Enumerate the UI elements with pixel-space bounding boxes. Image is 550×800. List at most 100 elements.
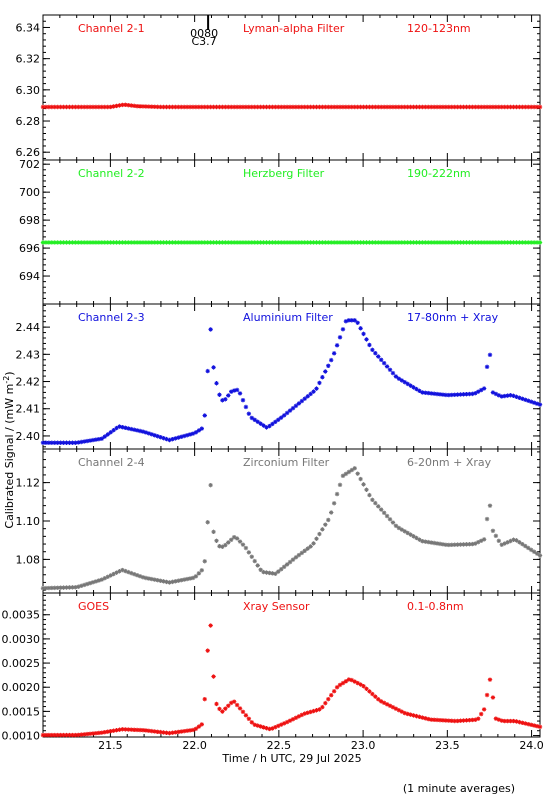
data-point (390, 520, 396, 525)
data-point (496, 717, 502, 722)
data-point (93, 579, 99, 584)
data-point (70, 240, 75, 245)
data-point (202, 696, 207, 702)
y-tick-label: 0.0035 (2, 609, 41, 622)
data-point (211, 365, 216, 370)
data-point (317, 380, 322, 386)
data-series (40, 318, 543, 445)
data-point (290, 557, 296, 562)
data-point (461, 718, 466, 723)
data-point (331, 351, 337, 356)
data-point (390, 240, 396, 245)
data-point (73, 732, 78, 738)
data-point (199, 568, 205, 573)
data-point (273, 724, 278, 730)
data-point (284, 719, 290, 725)
y-tick-label: 6.30 (16, 84, 41, 97)
y-axis-title-text: Calibrated Signal / (mW m (3, 384, 16, 529)
data-point (240, 397, 246, 403)
data-point (164, 104, 169, 110)
data-point (293, 240, 299, 245)
data-point (446, 718, 452, 723)
data-point (367, 104, 372, 110)
data-point (493, 716, 499, 721)
data-point (108, 729, 113, 734)
data-point (287, 559, 293, 565)
data-point (202, 559, 207, 564)
data-point (249, 104, 254, 110)
data-point (46, 440, 52, 445)
panel-channel-2-4: 1.08 1.10 1.12 Channel 2-4 Zirconium Filter 6… (16, 448, 543, 594)
data-point (229, 700, 234, 706)
data-point (455, 240, 460, 245)
data-point (120, 424, 125, 430)
data-point (140, 240, 146, 245)
data-point (181, 728, 187, 734)
data-point (252, 558, 257, 564)
y-tick-label: 2.44 (16, 321, 41, 334)
data-point (364, 686, 369, 691)
data-point (478, 538, 484, 543)
data-point (352, 679, 357, 684)
data-point (243, 240, 249, 245)
data-point (214, 104, 219, 110)
data-point (426, 104, 431, 110)
data-point (102, 240, 107, 245)
data-point (73, 240, 78, 245)
data-point (217, 706, 222, 712)
panel-label: 120-123nm (407, 22, 471, 35)
data-point (196, 240, 202, 245)
data-point (190, 727, 196, 733)
data-point (526, 545, 531, 551)
data-point (217, 240, 222, 245)
data-point (249, 240, 254, 245)
data-point (105, 104, 110, 110)
data-point (61, 585, 66, 590)
data-point (205, 104, 210, 110)
data-point (67, 104, 72, 110)
data-point (384, 702, 390, 707)
data-point (364, 104, 369, 110)
data-point (481, 104, 487, 110)
data-point (464, 104, 469, 110)
data-point (102, 576, 107, 581)
y-tick-label: 698 (19, 214, 40, 227)
data-point (343, 104, 349, 110)
data-point (261, 240, 266, 245)
data-point (470, 104, 475, 110)
data-point (111, 571, 116, 577)
data-point (381, 104, 387, 110)
y-tick-label: 0.0030 (2, 633, 41, 646)
data-point (143, 575, 149, 581)
x-tick-label: 22.5 (267, 739, 292, 752)
data-point (202, 240, 207, 245)
data-point (281, 721, 287, 726)
y-tick-label: 1.12 (16, 477, 41, 490)
data-point (252, 104, 257, 110)
data-point (434, 717, 440, 723)
data-point (402, 240, 407, 245)
data-point (481, 240, 487, 245)
data-point (84, 438, 90, 444)
data-point (131, 571, 137, 577)
data-point (308, 240, 313, 245)
data-point (443, 240, 449, 245)
data-point (329, 240, 334, 245)
data-point (137, 727, 143, 733)
data-point (526, 721, 531, 727)
data-point (70, 732, 75, 738)
data-point (402, 104, 407, 110)
data-point (352, 466, 357, 471)
data-point (490, 240, 496, 245)
data-point (126, 240, 131, 245)
data-point (181, 104, 187, 110)
data-point (58, 585, 63, 590)
data-point (455, 542, 460, 547)
data-point (234, 104, 240, 110)
data-point (202, 413, 207, 418)
data-point (423, 716, 428, 721)
data-point (167, 437, 172, 443)
data-point (373, 694, 378, 699)
panel-label: GOES (78, 600, 109, 613)
data-point (387, 517, 393, 522)
